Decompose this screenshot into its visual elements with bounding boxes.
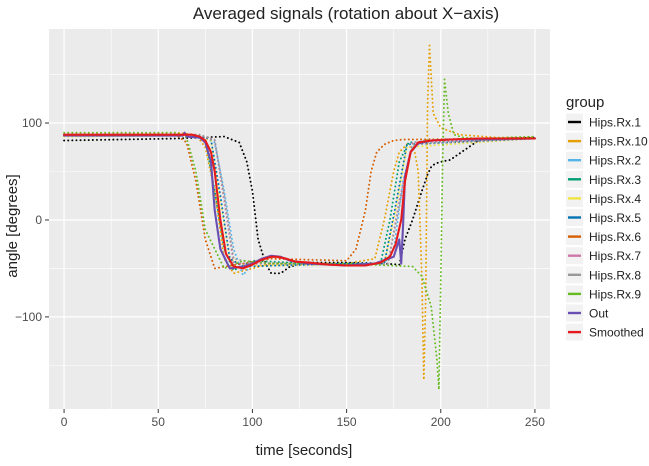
y-tick-label: 100	[22, 116, 42, 130]
legend-label: Hips.Rx.9	[589, 287, 641, 301]
series-line-smoothed	[63, 133, 536, 270]
x-tick-label: 100	[242, 415, 262, 429]
legend-label: Hips.Rx.2	[589, 154, 641, 168]
x-tick-label: 150	[337, 415, 357, 429]
series-line-hips-rx-6	[63, 134, 536, 270]
legend-label: Hips.Rx.6	[589, 230, 641, 244]
grid-lines	[49, 29, 550, 409]
legend-title: group	[566, 94, 604, 111]
legend-label: Hips.Rx.4	[589, 192, 641, 206]
legend-label: Hips.Rx.8	[589, 268, 641, 282]
series-line-hips-rx-3	[63, 133, 536, 272]
legend-label: Smoothed	[589, 326, 644, 340]
y-tick-label: 0	[35, 213, 42, 227]
x-tick-label: 250	[525, 415, 545, 429]
series-lines	[63, 44, 536, 391]
y-tick-label: −100	[15, 310, 42, 324]
legend-label: Hips.Rx.5	[589, 211, 641, 225]
series-line-hips-rx-9	[63, 78, 536, 391]
legend-label: Out	[589, 307, 609, 321]
legend-label: Hips.Rx.7	[589, 249, 641, 263]
x-axis-title: time [seconds]	[256, 442, 353, 459]
legend: group Hips.Rx.1 Hips.Rx.10 Hips.Rx.2 Hips.R…	[566, 94, 648, 341]
legend-label: Hips.Rx.1	[589, 116, 641, 130]
series-line-hips-rx-10	[63, 44, 536, 381]
legend-label: Hips.Rx.10	[589, 135, 648, 149]
axes: 0 50 100 150 200 250 −100 0 100	[15, 116, 545, 429]
x-tick-label: 0	[61, 415, 68, 429]
y-axis-title: angle [degrees]	[4, 174, 21, 277]
chart-title: Averaged signals (rotation about X−axis)	[193, 4, 499, 23]
x-tick-label: 200	[431, 415, 451, 429]
x-tick-label: 50	[152, 415, 166, 429]
legend-label: Hips.Rx.3	[589, 173, 641, 187]
